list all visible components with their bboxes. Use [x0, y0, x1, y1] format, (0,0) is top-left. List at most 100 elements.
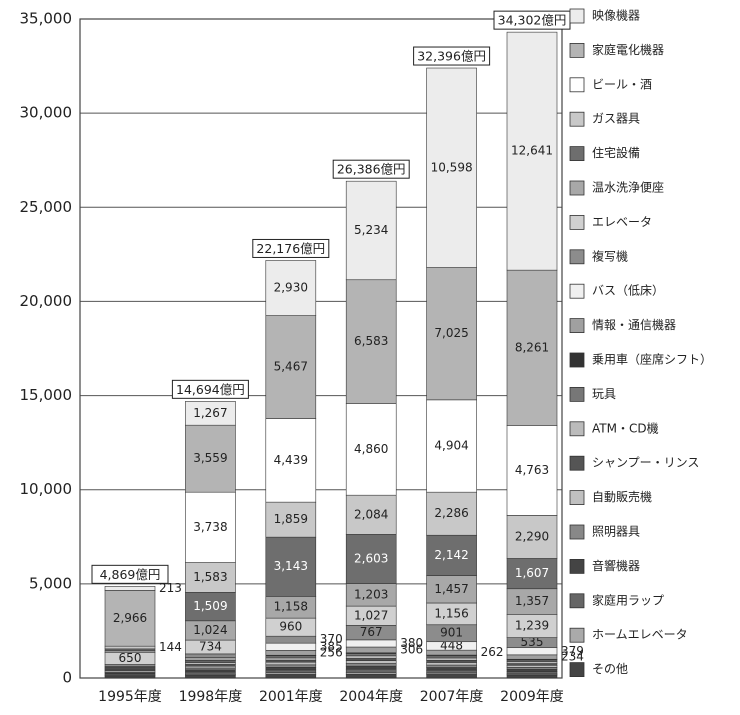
bar-segment	[426, 534, 477, 576]
legend-swatch	[569, 524, 585, 540]
y-tick-label: 20,000	[20, 292, 73, 310]
bar-segment	[104, 586, 156, 591]
bar-segment	[345, 279, 397, 404]
value-label: 2,290	[515, 529, 549, 543]
value-label: 1,583	[193, 570, 227, 584]
bar-segment	[426, 674, 477, 679]
legend-label: ATM・CD機	[592, 420, 659, 435]
bar-segment	[104, 645, 156, 650]
bar-segment	[345, 646, 397, 654]
y-tick-label: 5,000	[29, 574, 72, 592]
legend-label: ガス器具	[592, 112, 640, 126]
bar-segment	[345, 668, 397, 673]
bar-segment	[345, 180, 397, 281]
legend-swatch	[569, 180, 585, 196]
bar-segment	[506, 425, 558, 516]
value-label: 6,583	[354, 334, 388, 348]
bar-segment	[185, 491, 236, 563]
bar-segment	[265, 536, 317, 597]
value-label: 8,261	[515, 340, 549, 354]
legend-swatch	[569, 111, 585, 127]
value-label: 960	[279, 620, 302, 634]
y-tick-label: 30,000	[20, 104, 73, 122]
total-box	[91, 564, 169, 584]
bar-segment	[345, 665, 397, 670]
bar-segment	[345, 655, 397, 659]
bar-segment	[265, 418, 317, 503]
bar-segment	[426, 491, 477, 536]
bar-segment	[265, 657, 317, 661]
bar-segment	[265, 655, 317, 659]
value-label: 734	[199, 639, 222, 653]
bar-segment	[185, 671, 236, 675]
bar-segment	[426, 267, 477, 401]
bar-segment	[265, 635, 317, 644]
value-label: 1,027	[354, 608, 388, 622]
legend-label: バス（低床）	[592, 284, 664, 298]
legend-swatch	[569, 283, 585, 299]
x-tick-label: 2004年度	[339, 689, 403, 705]
value-label: 3,559	[193, 451, 227, 465]
bar-segment	[265, 669, 317, 674]
legend-swatch	[569, 455, 585, 471]
bar-segment	[506, 664, 558, 668]
legend-swatch	[569, 318, 585, 334]
bar-segment	[506, 269, 558, 426]
y-tick-label: 35,000	[20, 10, 73, 28]
legend-label: ホームエレベータ	[592, 628, 688, 642]
legend-swatch	[569, 559, 585, 574]
bar-segment	[185, 653, 236, 658]
bar-segment	[265, 674, 317, 679]
total-box	[252, 238, 330, 258]
value-label: 4,763	[515, 463, 549, 477]
bar-segment	[185, 674, 236, 679]
legend-label: 家庭電化機器	[592, 42, 664, 57]
total-box	[171, 379, 249, 399]
legend-swatch	[569, 386, 585, 402]
legend-label: 情報・通信機器	[592, 317, 676, 332]
legend-label: 玩具	[592, 387, 616, 401]
total-label: 32,396億円	[417, 49, 486, 64]
bar-segment	[345, 639, 397, 648]
bar-segment	[265, 664, 317, 668]
value-label: 1,509	[193, 599, 227, 613]
value-label: 2,603	[354, 551, 388, 565]
value-label: 306	[400, 642, 423, 656]
value-label: 2,084	[354, 507, 388, 521]
value-label: 4,860	[354, 442, 388, 456]
value-label: 3,738	[193, 520, 227, 534]
bar-segment	[345, 673, 397, 679]
legend-swatch	[569, 662, 585, 677]
x-tick-label: 1995年度	[98, 689, 162, 705]
value-label: 650	[119, 651, 142, 665]
bar-segment	[265, 501, 317, 538]
legend-label: 温水洗浄便座	[592, 180, 664, 195]
bar-segment	[345, 534, 397, 584]
x-tick-label: 2001年度	[259, 689, 323, 705]
y-tick-label: 15,000	[20, 386, 73, 404]
value-label: 4,439	[274, 453, 308, 467]
total-label: 34,302億円	[498, 13, 567, 28]
bar-segment	[426, 662, 477, 666]
legend-label: 家庭用ラップ	[592, 592, 664, 607]
bar-segment	[506, 668, 558, 672]
legend-label: その他	[592, 662, 628, 676]
value-label: 380	[400, 636, 423, 650]
value-label: 2,142	[434, 548, 468, 562]
bar-segment	[506, 588, 558, 615]
value-label: 379	[561, 644, 584, 658]
bar-segment	[426, 67, 477, 268]
y-tick-label: 0	[62, 669, 72, 687]
legend-swatch	[569, 593, 585, 609]
bar-segment	[265, 650, 317, 656]
value-label: 370	[320, 632, 343, 646]
value-label: 2,930	[274, 281, 308, 295]
bar-segment	[426, 399, 477, 493]
bar-segment	[265, 661, 317, 666]
value-label: 4,904	[434, 439, 468, 453]
legend-swatch	[569, 490, 585, 506]
bar-segment	[426, 669, 477, 674]
legend-label: 音響機器	[592, 558, 640, 573]
